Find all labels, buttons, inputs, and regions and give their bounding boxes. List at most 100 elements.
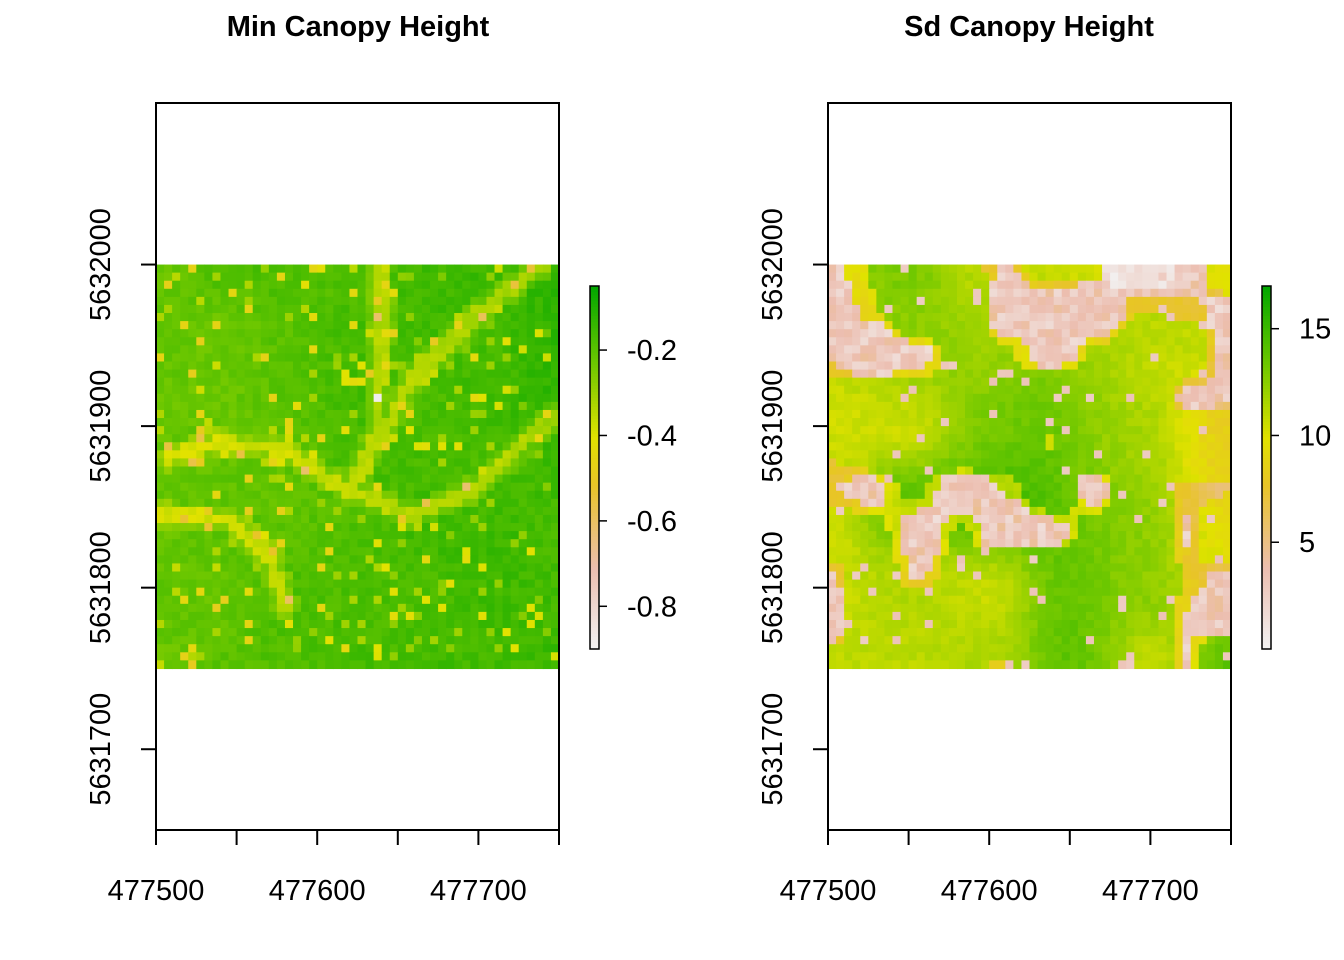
raster-cell	[1069, 434, 1079, 443]
raster-cell	[1150, 619, 1160, 629]
raster-cell	[284, 450, 294, 460]
raster-cell	[341, 628, 351, 637]
raster-cell	[900, 506, 910, 516]
raster-cell	[325, 636, 334, 645]
raster-cell	[1158, 490, 1168, 500]
raster-cell	[844, 531, 853, 540]
raster-cell	[1037, 587, 1047, 597]
raster-cell	[1150, 426, 1160, 435]
raster-cell	[1190, 369, 1200, 379]
raster-cell	[333, 434, 342, 443]
raster-cell	[534, 409, 544, 419]
raster-cell	[828, 474, 837, 484]
raster-cell	[196, 531, 205, 540]
raster-cell	[518, 385, 528, 395]
raster-cell	[868, 506, 877, 516]
raster-cell	[1021, 603, 1031, 613]
raster-cell	[1110, 523, 1119, 532]
raster-cell	[349, 280, 359, 290]
raster-cell	[293, 418, 302, 427]
raster-cell	[317, 450, 326, 460]
raster-cell	[876, 482, 886, 492]
raster-cell	[430, 490, 439, 500]
raster-cell	[276, 644, 286, 653]
raster-cell	[997, 393, 1006, 403]
raster-cell	[1077, 369, 1087, 379]
raster-cell	[828, 361, 837, 371]
raster-cell	[309, 611, 318, 621]
raster-cell	[430, 361, 439, 371]
raster-cell	[196, 369, 205, 379]
raster-cell	[470, 361, 479, 371]
raster-cell	[1174, 571, 1184, 581]
raster-cell	[526, 426, 536, 435]
raster-cell	[252, 514, 262, 524]
raster-cell	[1061, 547, 1071, 556]
raster-cell	[1061, 304, 1071, 314]
raster-cell	[1190, 619, 1200, 629]
raster-cell	[502, 652, 512, 661]
raster-cell	[510, 644, 520, 653]
raster-cell	[470, 329, 479, 338]
raster-cell	[956, 523, 966, 532]
raster-cell	[1222, 547, 1232, 556]
raster-cell	[852, 385, 861, 395]
raster-cell	[405, 304, 415, 314]
raster-cell	[260, 587, 270, 597]
raster-cell	[908, 506, 918, 516]
raster-cell	[462, 498, 471, 508]
raster-cell	[276, 660, 286, 670]
raster-cell	[900, 636, 910, 645]
raster-cell	[502, 426, 512, 435]
raster-cell	[916, 506, 926, 516]
raster-cell	[1085, 272, 1095, 282]
raster-cell	[1037, 434, 1047, 443]
raster-cell	[1174, 619, 1184, 629]
raster-cell	[550, 409, 560, 419]
raster-cell	[1037, 539, 1047, 548]
raster-cell	[244, 434, 254, 443]
raster-cell	[204, 603, 214, 613]
raster-cell	[1190, 337, 1200, 346]
raster-cell	[413, 434, 423, 443]
raster-cell	[1005, 321, 1014, 330]
raster-cell	[260, 377, 270, 387]
raster-cell	[1190, 272, 1200, 282]
raster-cell	[1013, 587, 1023, 597]
legend-swatch	[590, 645, 599, 650]
raster-cell	[956, 571, 966, 581]
raster-cell	[989, 393, 998, 403]
raster-cell	[172, 547, 181, 556]
raster-cell	[284, 628, 294, 637]
sd-canopy-panel: Sd Canopy Height 477500 477600 477700 5631…	[757, 11, 1331, 907]
raster-cell	[349, 514, 359, 524]
raster-cell	[462, 280, 471, 290]
raster-cell	[293, 409, 302, 419]
raster-cell	[1134, 579, 1143, 589]
raster-cell	[164, 442, 173, 451]
raster-cell	[357, 450, 367, 460]
raster-cell	[284, 474, 294, 484]
raster-cell	[502, 313, 512, 322]
raster-cell	[940, 377, 950, 387]
raster-cell	[317, 296, 326, 306]
raster-cell	[900, 401, 910, 411]
raster-cell	[1029, 523, 1039, 532]
raster-cell	[293, 490, 302, 500]
raster-cell	[188, 587, 197, 597]
raster-cell	[470, 369, 479, 379]
raster-cell	[1013, 418, 1023, 427]
raster-cell	[989, 595, 998, 605]
raster-cell	[204, 458, 214, 468]
raster-cell	[381, 571, 391, 581]
raster-cell	[454, 280, 463, 290]
raster-cell	[446, 539, 455, 548]
raster-cell	[349, 418, 359, 427]
raster-cell	[973, 296, 982, 306]
raster-cell	[997, 458, 1006, 468]
raster-cell	[542, 482, 552, 492]
raster-cell	[373, 563, 383, 573]
raster-cell	[908, 337, 918, 346]
raster-cell	[908, 474, 918, 484]
raster-cell	[860, 264, 869, 274]
